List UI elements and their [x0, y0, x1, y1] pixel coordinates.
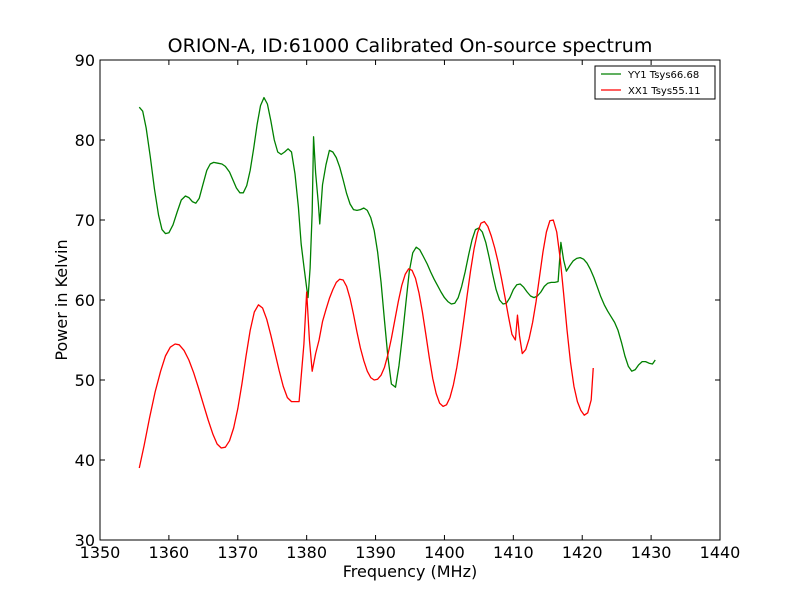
chart-title: ORION-A, ID:61000 Calibrated On-source s… — [168, 35, 653, 57]
x-tick-label: 1440 — [700, 543, 741, 562]
legend-label-yy1: YY1 Tsys66.68 — [627, 70, 699, 81]
legend: YY1 Tsys66.68 XX1 Tsys55.11 — [594, 65, 716, 100]
x-tick-label: 1350 — [80, 543, 121, 562]
x-tick-label: 1430 — [631, 543, 672, 562]
y-tick-label: 60 — [75, 291, 95, 310]
y-axis-label: Power in Kelvin — [52, 239, 71, 360]
y-tick-label: 30 — [75, 531, 95, 550]
x-tick-label: 1420 — [562, 543, 603, 562]
series-line-xx1 — [138, 219, 594, 469]
y-axis-ticks: 30 40 50 60 70 80 90 — [75, 51, 720, 550]
x-tick-label: 1390 — [355, 543, 396, 562]
series-line-yy1 — [138, 96, 656, 388]
y-tick-label: 40 — [75, 451, 95, 470]
x-tick-label: 1410 — [493, 543, 534, 562]
x-axis-label: Frequency (MHz) — [343, 562, 477, 581]
legend-box — [594, 65, 716, 100]
y-tick-label: 50 — [75, 371, 95, 390]
x-tick-label: 1360 — [149, 543, 190, 562]
x-tick-label: 1400 — [424, 543, 465, 562]
y-tick-label: 70 — [75, 211, 95, 230]
legend-label-xx1: XX1 Tsys55.11 — [628, 86, 701, 97]
plot-area — [100, 60, 720, 540]
series-layer — [138, 96, 656, 469]
x-axis-ticks: 1350 1360 1370 1380 1390 1400 1410 1420 1430 1440 — [80, 60, 741, 562]
x-tick-label: 1380 — [286, 543, 327, 562]
y-tick-label: 80 — [75, 131, 95, 150]
x-tick-label: 1370 — [217, 543, 258, 562]
y-tick-label: 90 — [75, 51, 95, 70]
